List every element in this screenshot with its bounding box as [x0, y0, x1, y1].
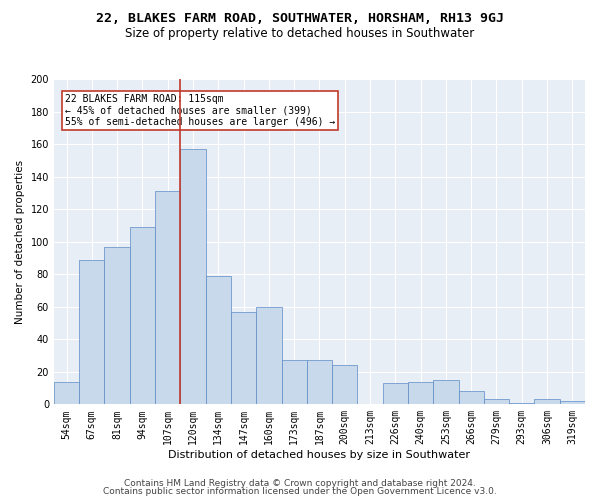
Bar	[130, 227, 155, 404]
Bar	[54, 382, 79, 404]
Bar	[458, 392, 484, 404]
Bar	[181, 149, 206, 405]
Y-axis label: Number of detached properties: Number of detached properties	[15, 160, 25, 324]
Bar	[281, 360, 307, 405]
Bar	[79, 260, 104, 404]
Bar	[383, 383, 408, 404]
Bar	[206, 276, 231, 404]
Text: Contains HM Land Registry data © Crown copyright and database right 2024.: Contains HM Land Registry data © Crown c…	[124, 478, 476, 488]
Text: 22, BLAKES FARM ROAD, SOUTHWATER, HORSHAM, RH13 9GJ: 22, BLAKES FARM ROAD, SOUTHWATER, HORSHA…	[96, 12, 504, 26]
Bar	[307, 360, 332, 405]
Bar	[408, 382, 433, 404]
Bar	[560, 401, 585, 404]
Text: 22 BLAKES FARM ROAD: 115sqm
← 45% of detached houses are smaller (399)
55% of se: 22 BLAKES FARM ROAD: 115sqm ← 45% of det…	[65, 94, 335, 127]
Bar	[509, 402, 535, 404]
Bar	[231, 312, 256, 404]
Text: Size of property relative to detached houses in Southwater: Size of property relative to detached ho…	[125, 28, 475, 40]
Bar	[535, 400, 560, 404]
Bar	[104, 246, 130, 404]
Bar	[484, 400, 509, 404]
Bar	[332, 366, 358, 405]
Bar	[256, 306, 281, 404]
X-axis label: Distribution of detached houses by size in Southwater: Distribution of detached houses by size …	[169, 450, 470, 460]
Bar	[433, 380, 458, 404]
Text: Contains public sector information licensed under the Open Government Licence v3: Contains public sector information licen…	[103, 487, 497, 496]
Bar	[155, 191, 181, 404]
